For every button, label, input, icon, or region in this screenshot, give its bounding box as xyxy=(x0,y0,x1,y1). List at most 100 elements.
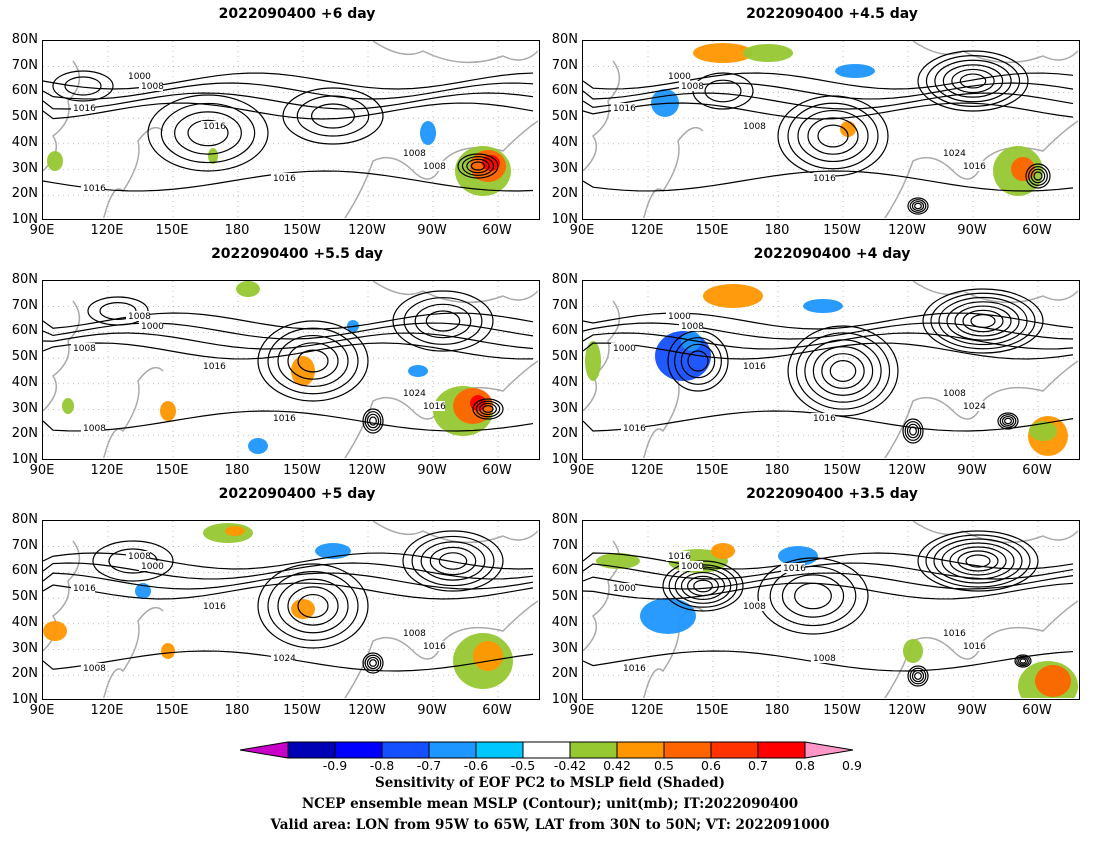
isobar-high xyxy=(680,343,716,379)
isobar-high xyxy=(917,50,1029,112)
lat-label: 40N xyxy=(11,374,38,390)
lon-label: 90W xyxy=(957,703,987,718)
lat-label: 70N xyxy=(551,537,578,553)
coastline xyxy=(103,126,164,218)
sensitivity-shade xyxy=(473,641,503,671)
isobar-high xyxy=(941,542,1015,580)
contour-label: 1008 xyxy=(743,602,766,612)
isobar-high xyxy=(946,301,1020,341)
colorbar-label: -0.42 xyxy=(553,758,587,773)
contour-label: 1008 xyxy=(681,82,704,92)
lat-label: 40N xyxy=(11,614,38,630)
isobar-high xyxy=(917,530,1039,592)
isobar-high xyxy=(687,575,719,597)
lat-label: 60N xyxy=(551,563,578,579)
lon-label: 150E xyxy=(695,463,729,478)
contour-label: 1024 xyxy=(963,402,986,412)
isobar-low xyxy=(461,156,495,176)
isobar-high xyxy=(951,68,995,94)
colorbar-swatch xyxy=(381,741,430,759)
map-panel-6: 1016 1000 1000 1008 1008 1016 1016 1016 1016 xyxy=(582,520,1080,700)
contour-label: 1016 xyxy=(623,424,646,434)
isobar-low xyxy=(999,414,1017,428)
contour-label: 1000 xyxy=(141,322,164,332)
isobar-high xyxy=(925,534,1031,588)
isobar xyxy=(583,572,1074,590)
contour-label: 1016 xyxy=(273,414,296,424)
contour-label: 1016 xyxy=(943,629,966,639)
panel-title-6: 2022090400 +3.5 day xyxy=(746,486,918,502)
colorbar-label: 0.9 xyxy=(842,758,862,773)
lat-label: 20N xyxy=(551,186,578,202)
isobar xyxy=(43,102,534,120)
lon-label: 90E xyxy=(569,463,595,478)
isobar-high xyxy=(267,327,359,395)
sensitivity-shade xyxy=(470,395,486,411)
sensitivity-shade xyxy=(248,438,268,454)
isobar-low xyxy=(911,200,925,212)
lat-label: 10N xyxy=(551,211,578,227)
isobar-high xyxy=(970,313,996,328)
lat-label: 70N xyxy=(11,537,38,553)
lon-label: 90W xyxy=(417,703,447,718)
contour-label: 1016 xyxy=(73,584,96,594)
map-panel-5: 1008 1000 1016 1016 1024 1008 1016 1008 xyxy=(42,520,540,700)
isobar-high xyxy=(965,554,991,568)
isobar-low xyxy=(364,654,382,672)
lon-label: 60W xyxy=(1022,703,1052,718)
sensitivity-shade xyxy=(903,639,923,663)
isobar-high xyxy=(757,557,869,635)
isobar-high xyxy=(693,579,713,593)
sensitivity-shade xyxy=(835,64,875,78)
isobar-high xyxy=(817,124,849,148)
isobar-low xyxy=(909,426,917,436)
colorbar-label: -0.7 xyxy=(416,758,442,773)
coastline xyxy=(912,41,1078,64)
isobar xyxy=(583,322,1074,340)
sensitivity-shade xyxy=(161,643,175,659)
isobar-high xyxy=(794,582,832,610)
contour-label: 1000 xyxy=(128,72,151,82)
isobar-high xyxy=(187,119,229,147)
isobar-low xyxy=(475,400,501,418)
contour-label: 1024 xyxy=(943,149,966,159)
lat-label: 60N xyxy=(551,83,578,99)
isobar-low xyxy=(911,669,925,683)
isobar-high xyxy=(787,102,879,170)
contour-label: 1008 xyxy=(83,664,106,674)
lon-label: 150W xyxy=(823,223,861,238)
lat-label: 30N xyxy=(551,400,578,416)
sensitivity-shade xyxy=(135,583,151,599)
contour-label: 1016 xyxy=(613,104,636,114)
coastline xyxy=(344,120,538,218)
lat-label: 30N xyxy=(11,640,38,656)
lat-label: 40N xyxy=(551,614,578,630)
colorbar-label: 0.7 xyxy=(748,758,768,773)
isobar-high xyxy=(297,593,329,619)
isobar-high xyxy=(174,111,242,155)
isobar-high xyxy=(92,540,174,582)
isobar-low xyxy=(362,652,384,674)
coastline xyxy=(884,360,1078,458)
isobar-high xyxy=(282,87,384,145)
isobar xyxy=(583,582,1074,600)
contour-label: 1000 xyxy=(613,584,636,594)
lat-label: 10N xyxy=(11,211,38,227)
lon-label: 120W xyxy=(888,703,926,718)
isobar-low xyxy=(366,413,380,429)
lat-label: 30N xyxy=(551,160,578,176)
isobar-high xyxy=(925,55,1021,107)
lat-label: 60N xyxy=(551,323,578,339)
isobar xyxy=(43,572,534,590)
isobar-high xyxy=(962,309,1004,333)
colorbar-label: -0.6 xyxy=(463,758,489,773)
isobar-high xyxy=(52,70,114,102)
lon-label: 90W xyxy=(957,463,987,478)
contour-label: 1008 xyxy=(83,424,106,434)
lon-label: 90E xyxy=(569,223,595,238)
contour-label: 1016 xyxy=(203,362,226,372)
lat-label: 20N xyxy=(11,186,38,202)
isobar-low xyxy=(369,659,377,667)
contour-label: 1000 xyxy=(681,562,704,572)
isobar-high xyxy=(933,538,1023,584)
